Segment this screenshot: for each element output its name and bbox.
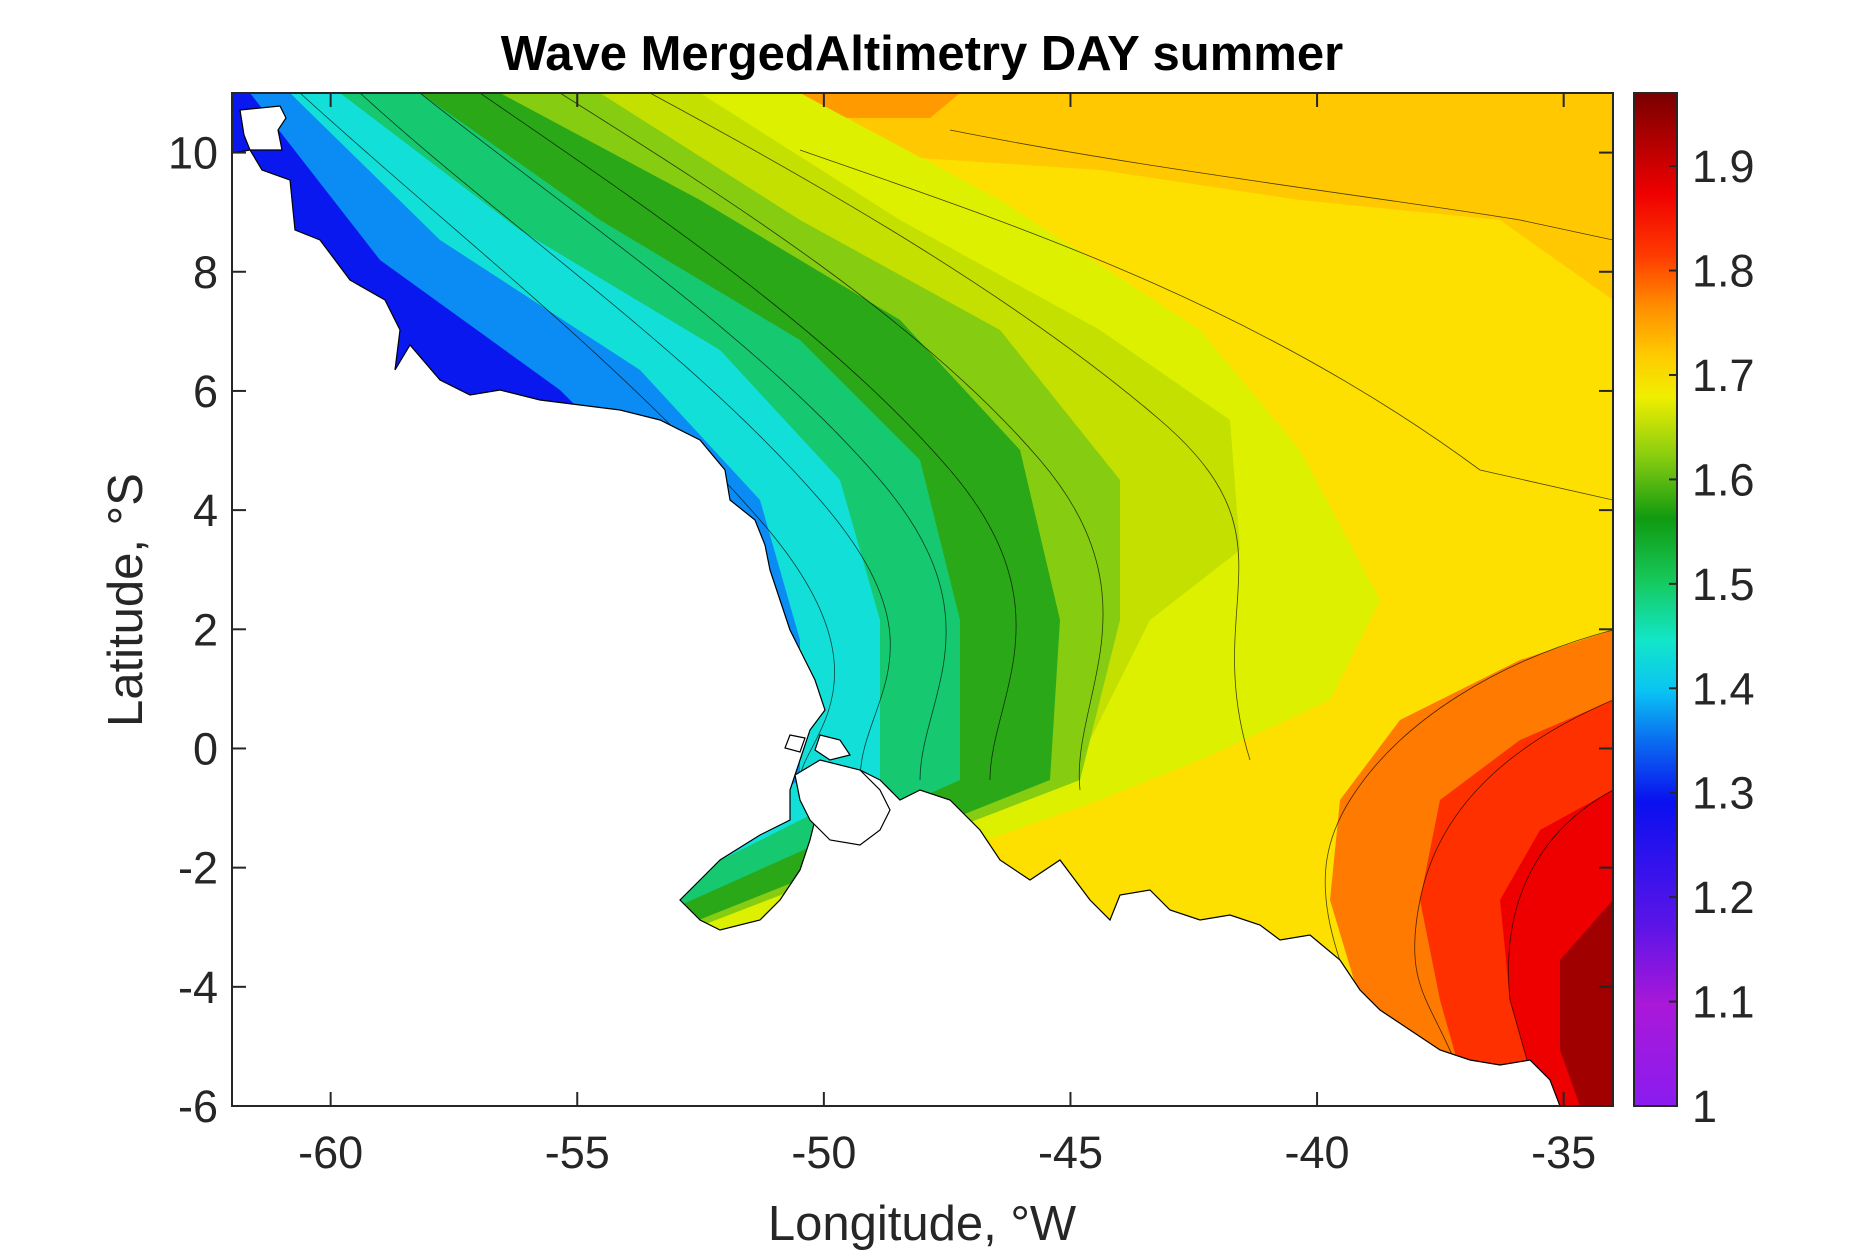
x-tick-label: -45 xyxy=(1038,1127,1103,1178)
plot-area-frame xyxy=(231,92,1614,1107)
colorbar-tick-label: 1.3 xyxy=(1692,768,1755,819)
colorbar-tick-label: 1.1 xyxy=(1692,977,1755,1028)
amazon-mouth-islands xyxy=(784,734,851,761)
colorbar-tick-label: 1.4 xyxy=(1692,663,1755,714)
colorbar-tick-label: 1 xyxy=(1692,1081,1717,1132)
y-tick-label: 0 xyxy=(193,723,218,774)
y-tick-label: -6 xyxy=(178,1081,218,1132)
x-axis-label: Longitude, °W xyxy=(768,1197,1077,1250)
x-tick-label: -60 xyxy=(298,1127,363,1178)
colorbar-tick-label: 1.2 xyxy=(1692,872,1755,923)
y-tick-label: 4 xyxy=(193,485,218,536)
y-axis-label: Latitude, °S xyxy=(99,473,153,727)
y-axis-ticks: -6 -4 -2 0 2 4 6 8 10 xyxy=(168,128,1613,1132)
y-tick-label: 8 xyxy=(193,247,218,298)
y-tick-label: 10 xyxy=(168,128,218,179)
y-tick-label: 2 xyxy=(193,604,218,655)
trinidad-island xyxy=(239,105,287,151)
x-axis-ticks: -60 -55 -50 -45 -40 -35 xyxy=(298,93,1596,1178)
y-tick-label: -4 xyxy=(178,962,218,1013)
y-tick-label: 6 xyxy=(193,366,218,417)
x-tick-label: -50 xyxy=(791,1127,856,1178)
colorbar xyxy=(1633,92,1678,1107)
land-mass xyxy=(232,149,1561,1106)
colorbar-tick-label: 1.8 xyxy=(1692,246,1755,297)
colorbar-tick-label: 1.9 xyxy=(1692,141,1755,192)
x-tick-label: -35 xyxy=(1531,1127,1596,1178)
colorbar-tick-label: 1.5 xyxy=(1692,559,1755,610)
colorbar-tick-label: 1.7 xyxy=(1692,350,1755,401)
colorbar-tick-label: 1.6 xyxy=(1692,454,1755,505)
x-tick-label: -40 xyxy=(1285,1127,1350,1178)
y-tick-label: -2 xyxy=(178,843,218,894)
x-tick-label: -55 xyxy=(545,1127,610,1178)
chart-title: Wave MergedAltimetry DAY summer xyxy=(501,27,1343,81)
colorbar-ticks: 1 1.1 1.2 1.3 1.4 1.5 1.6 1.7 1.8 1.9 xyxy=(1669,141,1755,1132)
marajo-island xyxy=(794,759,891,846)
